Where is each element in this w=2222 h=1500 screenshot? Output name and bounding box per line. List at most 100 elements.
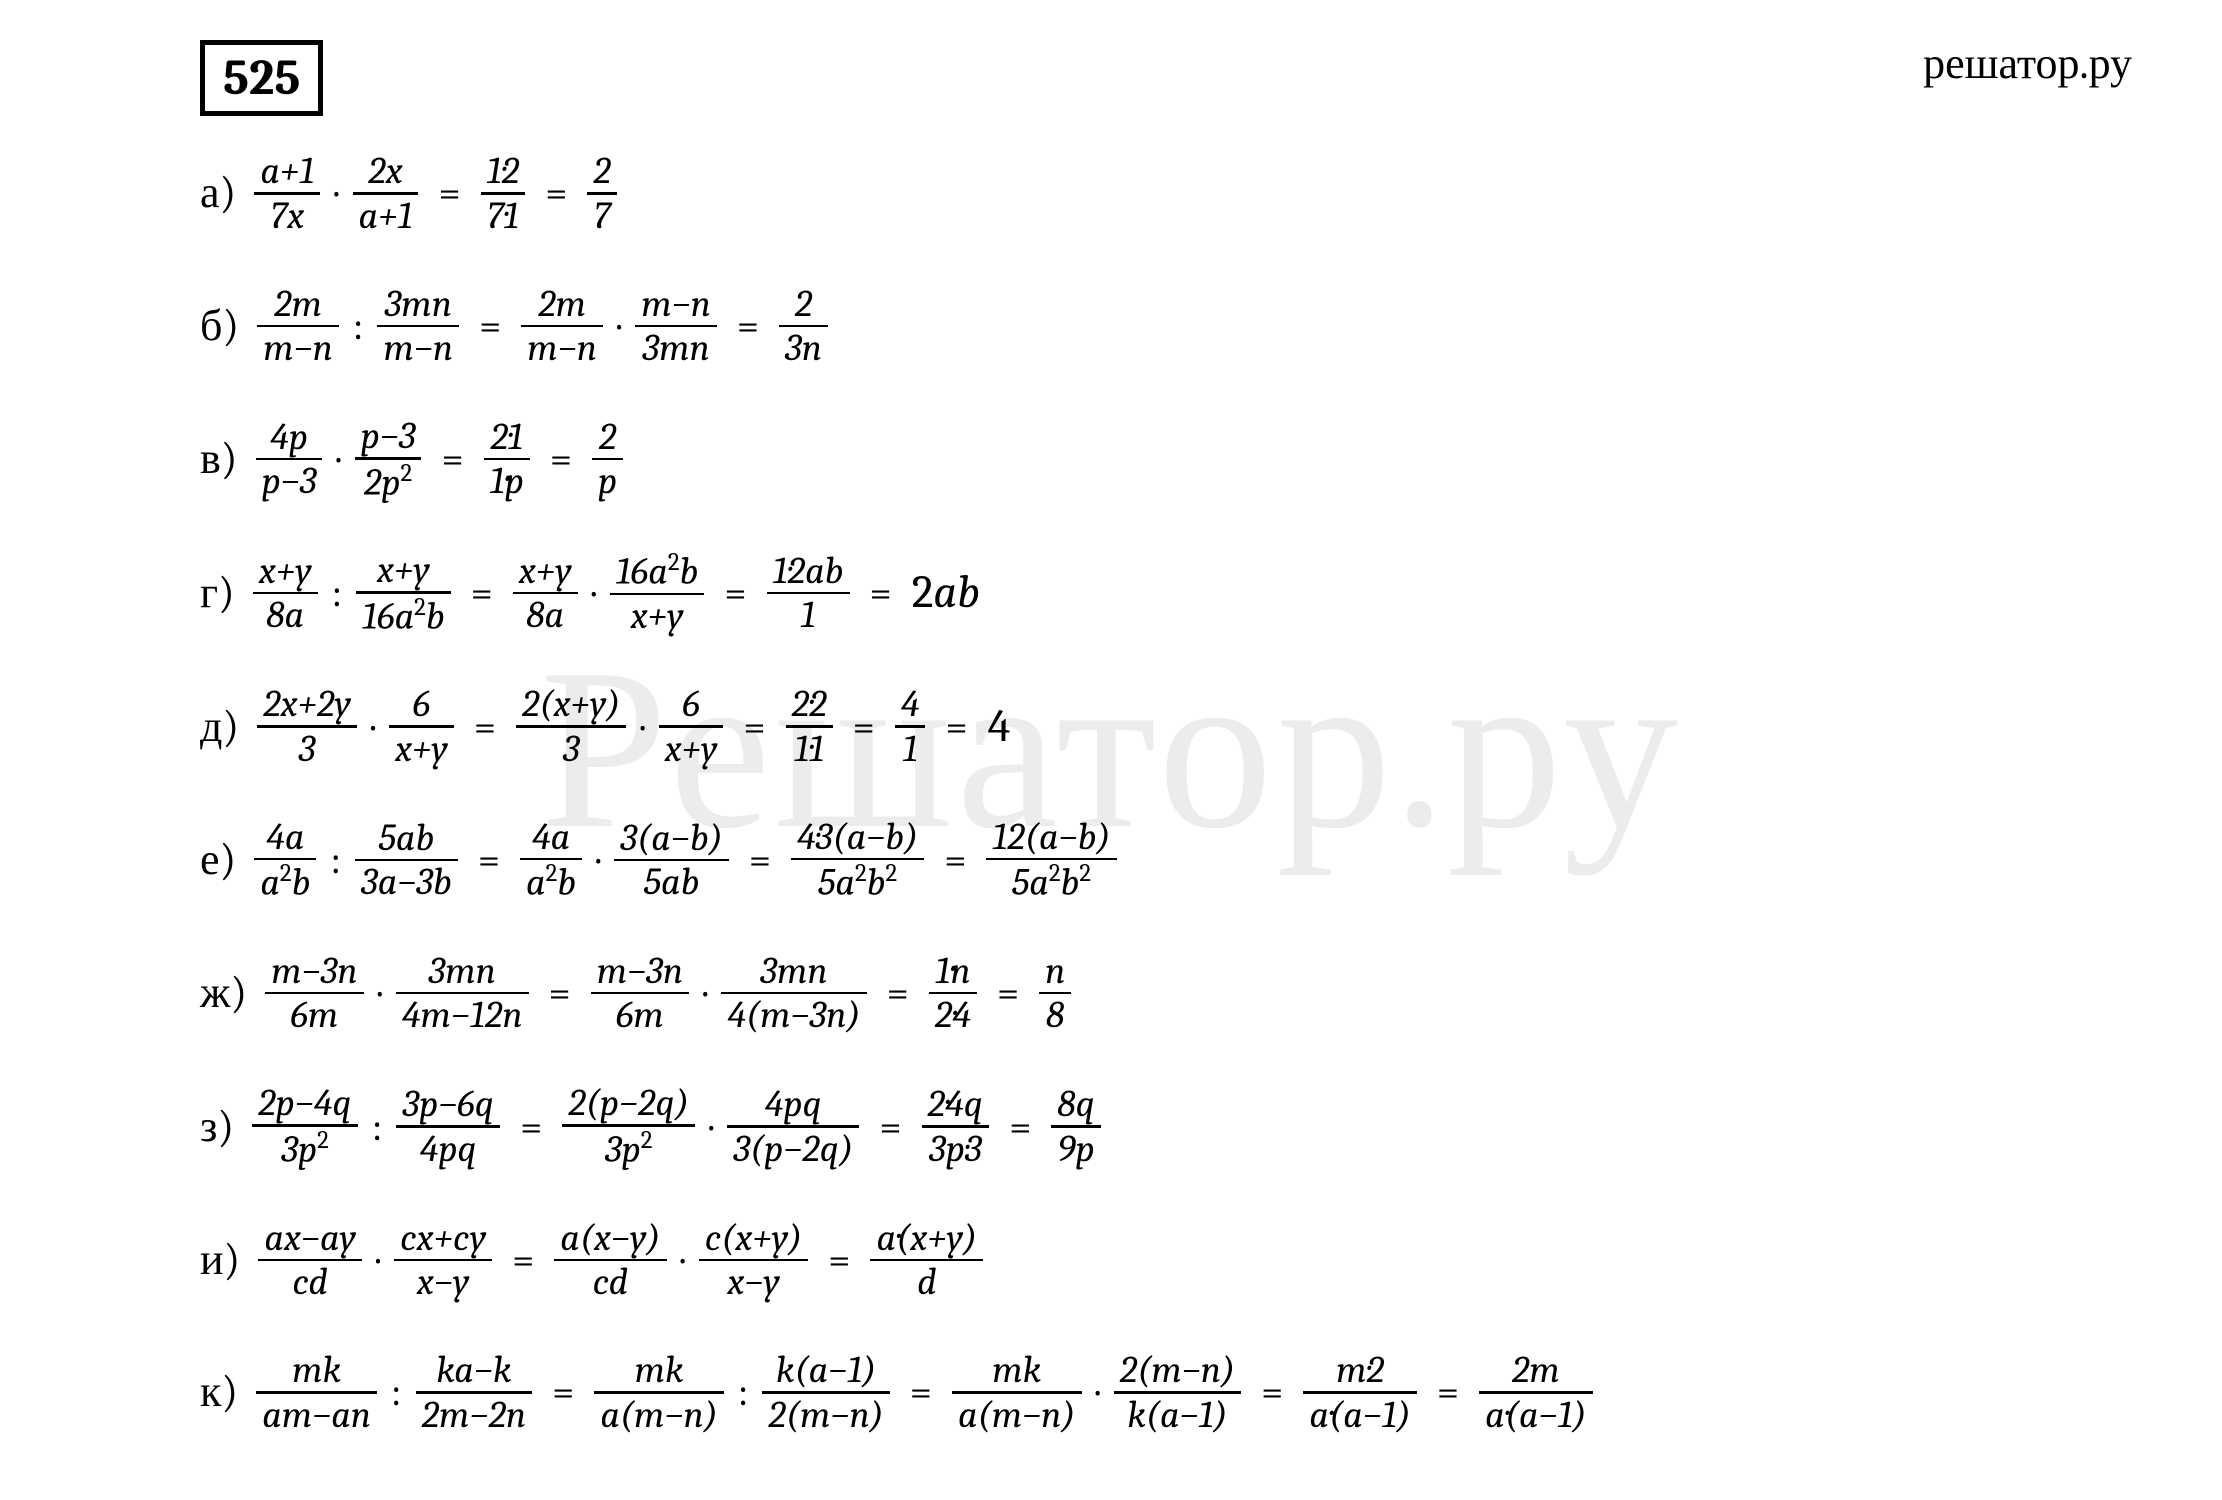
- fraction-denominator: 2m−2n: [416, 1394, 533, 1436]
- equation-row: а)a+17x·2xa+1=1·27·1=27: [200, 150, 2042, 237]
- fraction: 8q9p: [1051, 1083, 1101, 1170]
- fraction-numerator: a(x−y): [554, 1217, 666, 1259]
- fraction: x+y8a: [253, 550, 318, 637]
- fraction-numerator: 4p: [264, 416, 314, 458]
- fraction: 3mnm−n: [377, 283, 459, 370]
- fraction: 2p−4q3p2: [252, 1082, 358, 1170]
- fraction-denominator: 4(m−3n): [721, 994, 866, 1036]
- fraction-denominator: 5ab: [638, 861, 706, 903]
- fraction-numerator: 2: [587, 150, 616, 192]
- fraction-denominator: 2(m−n): [762, 1394, 889, 1436]
- fraction-denominator: d: [911, 1261, 943, 1303]
- fraction-numerator: mk: [629, 1349, 690, 1391]
- row-expression: 4pp−3·p−32p2=2·11·p=2p: [250, 415, 630, 503]
- fraction: 2p: [592, 416, 623, 503]
- fraction: 27: [587, 150, 616, 237]
- fraction: m−n3mn: [635, 283, 717, 370]
- equals-sign: =: [945, 707, 967, 747]
- equation-row: б)2mm−n:3mnm−n=2mm−n·m−n3mn=23n: [200, 283, 2042, 370]
- operator: :: [353, 306, 364, 346]
- fraction-denominator: 1: [897, 728, 924, 770]
- fraction: ax−aycd: [258, 1217, 362, 1304]
- fraction-denominator: 8a: [260, 594, 310, 636]
- operator: :: [391, 1372, 402, 1412]
- row-expression: mkam−an:ka−k2m−2n=mka(m−n):k(a−1)2(m−n)=…: [250, 1349, 1599, 1436]
- operator: ·: [378, 973, 382, 1013]
- fraction: a+17x: [254, 150, 320, 237]
- operator: :: [738, 1372, 749, 1412]
- fraction-numerator: m−n: [635, 283, 717, 325]
- fraction-denominator: cd: [286, 1261, 334, 1303]
- equation-row: е)4aa2b:5ab3a−3b=4aa2b·3(a−b)5ab=4·3(a−b…: [200, 816, 2042, 904]
- fraction-numerator: 3p−6q: [396, 1083, 500, 1125]
- equals-sign: =: [853, 707, 875, 747]
- fraction-denominator: a2b: [254, 860, 316, 904]
- fraction: 1·2ab1: [767, 550, 850, 637]
- site-label: решатор.ру: [1923, 38, 2132, 89]
- fraction: ka−k2m−2n: [416, 1349, 533, 1436]
- row-label: ж): [200, 971, 247, 1015]
- fraction: 2mm−n: [521, 283, 603, 370]
- equals-sign: =: [724, 573, 746, 613]
- row-label: з): [200, 1105, 234, 1149]
- fraction-denominator: a(m−n): [594, 1394, 724, 1436]
- fraction-denominator: 3p·3: [923, 1128, 988, 1170]
- fraction-numerator: m−3n: [591, 950, 689, 992]
- row-expression: 4aa2b:5ab3a−3b=4aa2b·3(a−b)5ab=4·3(a−b)5…: [248, 816, 1122, 904]
- fraction-numerator: 4: [895, 683, 926, 725]
- equals-sign: =: [1437, 1372, 1459, 1412]
- row-expression: x+y8a:x+y16a2b=x+y8a·16a2bx+y=1·2ab1=2ab: [247, 549, 980, 637]
- fraction-denominator: x+y: [389, 728, 454, 770]
- row-label: б): [200, 304, 239, 348]
- equation-row: и)ax−aycd·cx+cyx−y=a(x−y)cd·c(x+y)x−y=a·…: [200, 1217, 2042, 1304]
- fraction: a(x−y)cd: [554, 1217, 666, 1304]
- fraction-denominator: p: [592, 460, 623, 502]
- equals-sign: =: [512, 1240, 534, 1280]
- fraction: 23n: [779, 283, 828, 370]
- fraction: 2ma·(a−1): [1479, 1349, 1593, 1436]
- fraction-numerator: 2: [593, 416, 622, 458]
- equals-sign: =: [474, 707, 496, 747]
- fraction-denominator: a(m−n): [952, 1394, 1082, 1436]
- fraction: 4·3(a−b)5a2b2: [791, 816, 924, 904]
- fraction-numerator: m·2: [1330, 1349, 1390, 1391]
- fraction-numerator: 2(x+y): [516, 683, 626, 725]
- fraction-denominator: 3a−3b: [355, 861, 458, 903]
- operator: ·: [336, 439, 340, 479]
- fraction: k(a−1)2(m−n): [762, 1349, 889, 1436]
- equals-sign: =: [520, 1107, 542, 1147]
- fraction-denominator: m−n: [521, 327, 603, 369]
- fraction: p−32p2: [355, 415, 422, 503]
- problem-number: 525: [200, 40, 323, 116]
- equals-sign: =: [441, 439, 463, 479]
- fraction-denominator: a·(a−1): [1303, 1394, 1417, 1436]
- fraction-denominator: 6m: [284, 994, 344, 1036]
- fraction-denominator: 2p2: [358, 460, 418, 504]
- fraction: c(x+y)x−y: [699, 1217, 809, 1304]
- equals-sign: =: [879, 1107, 901, 1147]
- fraction-denominator: 3: [557, 728, 586, 770]
- equation-row: д)2x+2y3·6x+y=2(x+y)3·6x+y=2·21·1=41=4: [200, 683, 2042, 770]
- equals-sign: =: [737, 306, 759, 346]
- fraction: a·(x+y)d: [870, 1217, 983, 1304]
- fraction: m·2a·(a−1): [1303, 1349, 1417, 1436]
- fraction: 2xa+1: [353, 150, 419, 237]
- equals-sign: =: [545, 173, 567, 213]
- fraction-numerator: 2·2: [786, 683, 833, 725]
- fraction-numerator: 5ab: [373, 817, 441, 859]
- fraction-numerator: n: [1039, 950, 1071, 992]
- operator: ·: [640, 707, 644, 747]
- fraction-numerator: k(a−1): [770, 1349, 882, 1391]
- fraction-denominator: x+y: [625, 595, 690, 637]
- fraction-numerator: 3(a−b): [614, 817, 728, 859]
- fraction-numerator: a+1: [254, 150, 320, 192]
- operator: ·: [376, 1240, 380, 1280]
- fraction-denominator: 4pq: [414, 1128, 483, 1170]
- fraction-denominator: 3p2: [275, 1127, 334, 1171]
- equals-sign: =: [1009, 1107, 1031, 1147]
- operator: ·: [703, 973, 707, 1013]
- fraction-denominator: 4m−12n: [396, 994, 529, 1036]
- fraction-numerator: 1·2ab: [767, 550, 850, 592]
- fraction-numerator: a·(x+y): [870, 1217, 983, 1259]
- fraction: m−3n6m: [265, 950, 363, 1037]
